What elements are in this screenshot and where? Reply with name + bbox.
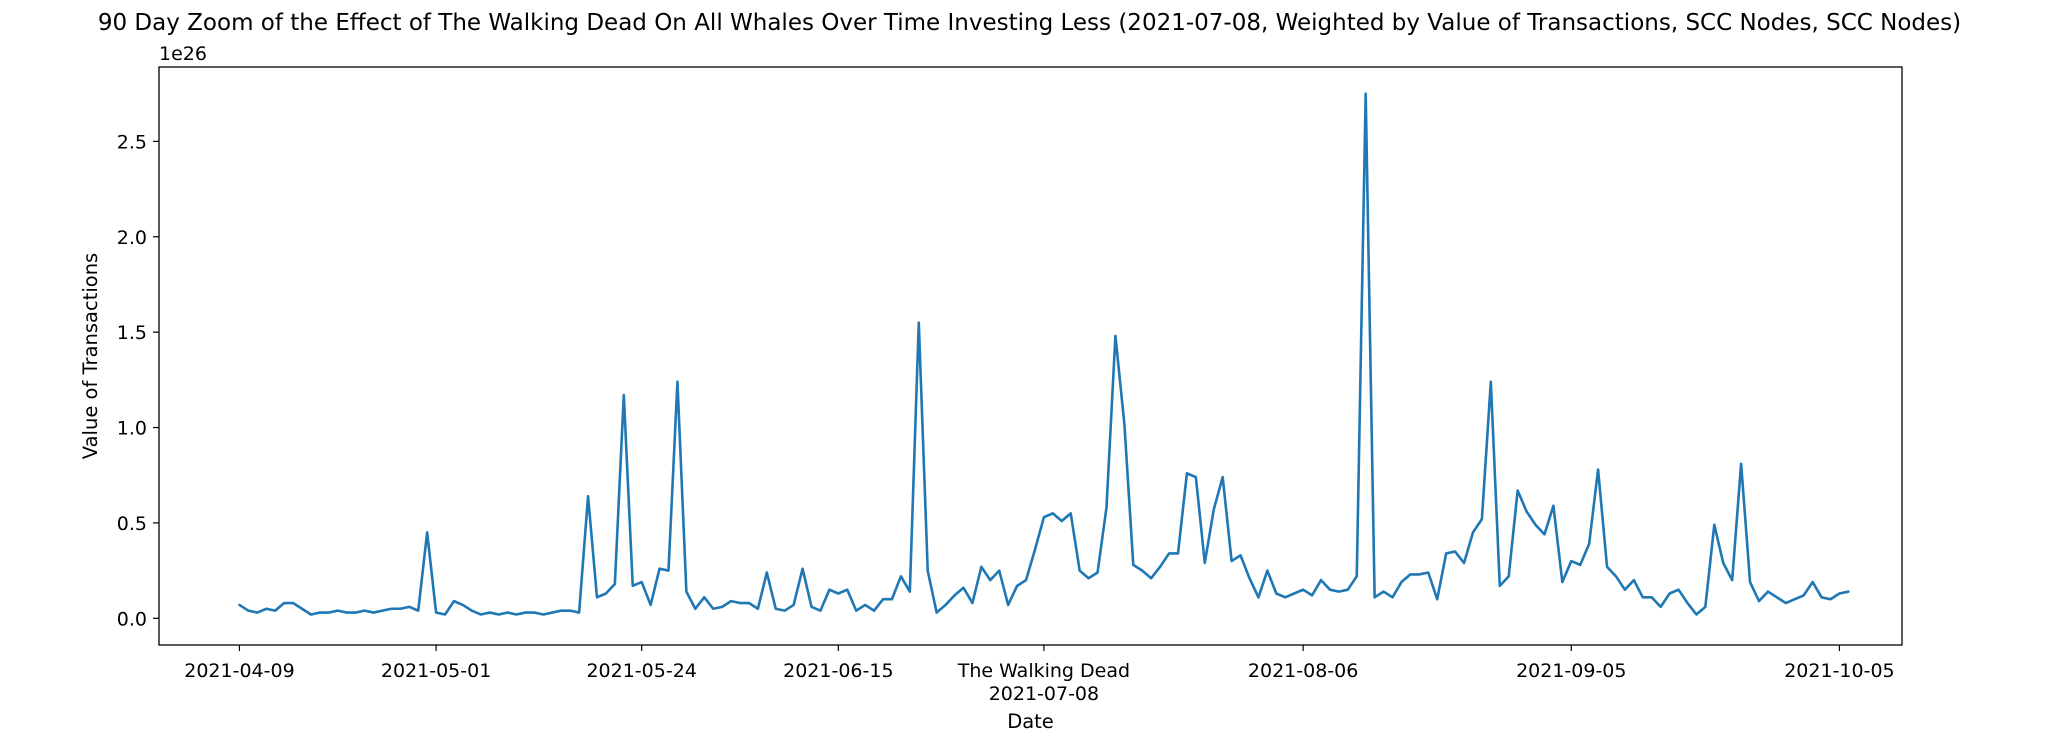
x-tick-label: 2021-06-15 — [783, 660, 893, 682]
x-tick-label: 2021-08-06 — [1248, 660, 1358, 682]
x-tick-label: 2021-07-08 — [989, 683, 1099, 705]
x-tick-label: 2021-05-24 — [586, 660, 696, 682]
x-tick-label: 2021-04-09 — [184, 660, 294, 682]
y-tick-label: 2.5 — [117, 131, 147, 153]
x-tick-label: 2021-09-05 — [1516, 660, 1626, 682]
x-tick-label: 2021-05-01 — [381, 660, 491, 682]
y-axis-offset-label: 1e26 — [159, 43, 207, 65]
y-tick-label: 0.0 — [117, 608, 147, 630]
y-tick-label: 1.5 — [117, 322, 147, 344]
axes-frame — [158, 66, 1903, 646]
y-tick-label: 0.5 — [117, 513, 147, 535]
y-tick-label: 1.0 — [117, 418, 147, 440]
series-line — [238, 92, 1850, 616]
x-axis: 2021-04-09 2021-05-01 2021-05-24 2021-06-15… — [184, 645, 1895, 705]
x-tick-label: 2021-10-05 — [1784, 660, 1894, 682]
chart-title: 90 Day Zoom of the Effect of The Walking… — [98, 10, 1961, 36]
y-axis: 0.0 0.5 1.0 1.5 2.0 2.5 — [117, 131, 159, 630]
x-axis-label: Date — [1007, 710, 1054, 733]
y-axis-label: Value of Transactions — [79, 253, 102, 459]
plot-area — [238, 92, 1850, 616]
event-annotation-label: The Walking Dead — [957, 660, 1130, 682]
y-tick-label: 2.0 — [117, 227, 147, 249]
